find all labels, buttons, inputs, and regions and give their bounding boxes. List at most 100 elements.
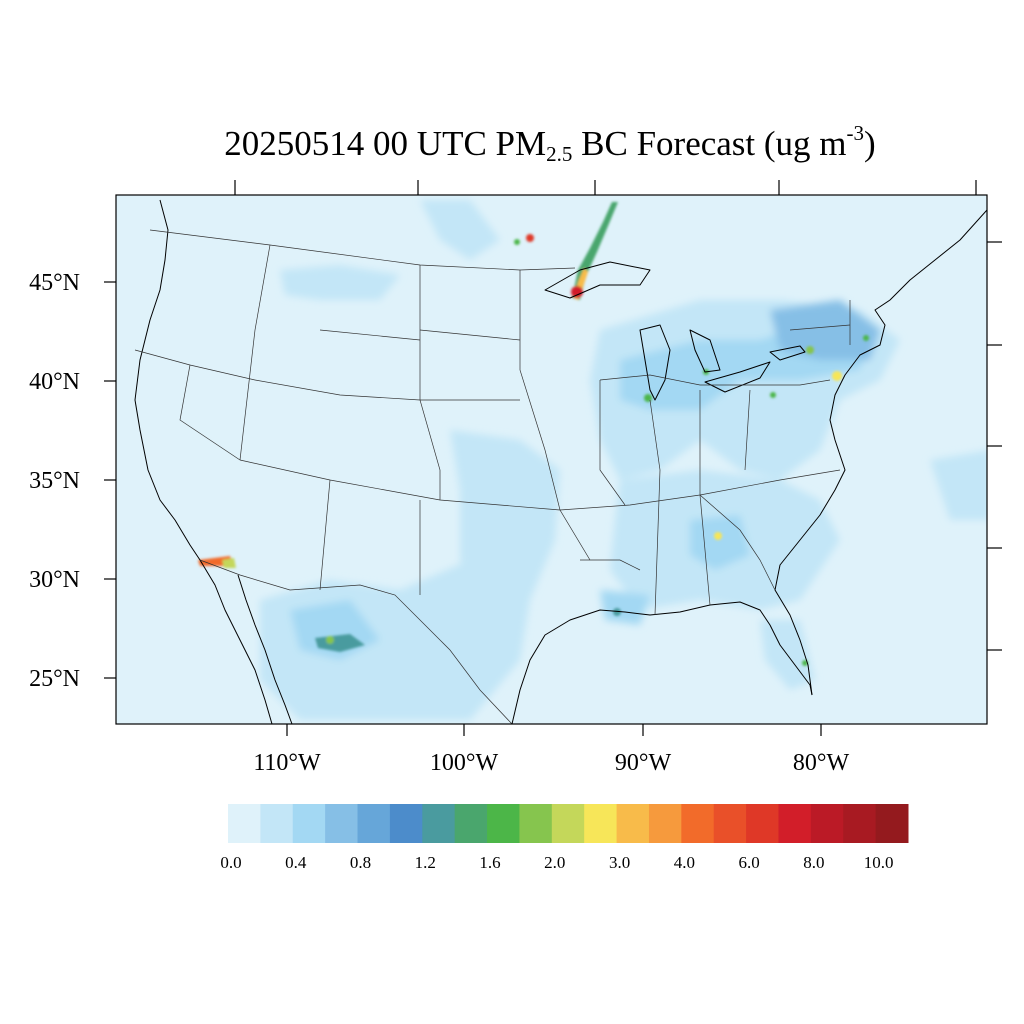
state-line-3	[179, 364, 241, 461]
state-line-7	[239, 459, 561, 511]
concentration-hotspots	[198, 202, 869, 666]
colorbar-swatch	[228, 804, 261, 843]
gulf-coastline	[511, 601, 813, 724]
title-species-subscript: 2.5	[546, 142, 573, 166]
state-line-5	[419, 265, 441, 500]
colorbar-swatch	[325, 804, 359, 843]
state-borders	[134, 229, 851, 724]
lon-label-100w: 100°W	[430, 750, 499, 776]
colorbar-tick-label: 3.0	[609, 853, 630, 872]
state-line-6	[519, 270, 591, 561]
atlantic-coastline	[774, 209, 987, 696]
field-montana	[280, 265, 400, 300]
lat-label-25n: 25°N	[29, 666, 80, 692]
lake-erie	[704, 361, 771, 393]
state-line-11	[319, 329, 421, 341]
colorbar-tick-label: 0.8	[350, 853, 371, 872]
concentration-blobs	[260, 200, 987, 720]
map-title: 20250514 00 UTC PM2.5 BC Forecast (ug m-…	[0, 121, 1024, 167]
state-line-4	[254, 379, 520, 401]
axis-ticks	[104, 180, 1002, 736]
map-border	[115, 194, 988, 725]
title-product: BC Forecast	[581, 124, 756, 163]
state-line-17	[599, 374, 831, 386]
lat-label-40n: 40°N	[29, 369, 80, 395]
field-mexico	[260, 560, 530, 720]
map-frame-group: 45°N 40°N 35°N 30°N 25°N 110°W 100°W 90°…	[29, 180, 1002, 776]
colorbar-swatch	[778, 804, 812, 843]
colorbar-tick-label: 10.0	[864, 853, 894, 872]
colorbar-tick-labels: 0.0 0.4 0.8 1.2 1.6 2.0 3.0 4.0 6.0 8.0 10.0	[220, 853, 893, 872]
field-lake-superior	[420, 200, 500, 260]
hotspot-chicago	[644, 394, 652, 402]
lon-label-110w: 110°W	[253, 750, 321, 776]
colorbar-swatch	[875, 804, 909, 843]
colorbar-swatch	[519, 804, 553, 843]
colorbar-swatch	[487, 804, 520, 843]
hotspot-southern-california-edge	[222, 558, 236, 568]
hotspot-upper-michigan	[571, 286, 583, 298]
colorbar-tick-label: 2.0	[544, 853, 565, 872]
field-atlantic	[930, 450, 987, 520]
title-units-superscript: -3	[846, 121, 865, 145]
hotspot-boston	[863, 335, 869, 341]
hotspot-lake-superior	[526, 234, 534, 242]
colorbar-tick-label: 1.2	[415, 853, 436, 872]
colorbar-swatch	[454, 804, 488, 843]
state-line-1	[239, 244, 271, 461]
lake-michigan	[639, 324, 671, 401]
colorbar-swatch	[422, 804, 456, 843]
colorbar-swatch	[681, 804, 715, 843]
state-line-20	[789, 324, 851, 331]
colorbar-swatch	[292, 804, 326, 843]
hotspot-new-york	[832, 371, 842, 381]
state-line-16	[744, 389, 751, 471]
colorbar-swatch	[810, 804, 844, 843]
lat-label-30n: 30°N	[29, 567, 80, 593]
state-line-14	[649, 399, 661, 616]
hotspot-atlanta	[714, 532, 722, 540]
colorbar-tick-label: 6.0	[738, 853, 759, 872]
colorbar-swatch	[584, 804, 618, 843]
longitude-labels: 110°W 100°W 90°W 80°W	[253, 750, 849, 776]
pacific-coastline	[134, 199, 273, 724]
field-georgia	[690, 515, 750, 570]
colorbar-swatch	[648, 804, 682, 843]
hotspot-northern-mexico-core	[326, 636, 334, 644]
colorbar-swatch	[843, 804, 877, 843]
lat-label-45n: 45°N	[29, 270, 80, 296]
colorbar-tick-label: 0.4	[285, 853, 307, 872]
coastlines	[134, 199, 987, 724]
hotspot-pittsburgh	[770, 392, 776, 398]
colorbar-swatch	[746, 804, 779, 843]
colorbar-swatch	[389, 804, 423, 843]
lon-label-80w: 80°W	[793, 750, 850, 776]
colorbar-swatch	[713, 804, 747, 843]
latitude-labels: 45°N 40°N 35°N 30°N 25°N	[29, 270, 80, 692]
lake-ontario	[769, 345, 806, 361]
colorbar-swatch	[357, 804, 391, 843]
field-gulf-coast	[600, 590, 650, 625]
state-line-13	[599, 380, 626, 506]
colorbar-tick-label: 1.6	[479, 853, 500, 872]
state-line-8	[319, 479, 331, 591]
colorbar-swatch	[260, 804, 294, 843]
colorbar-swatch	[616, 804, 650, 843]
title-hour: 00 UTC	[373, 124, 487, 163]
lat-label-35n: 35°N	[29, 468, 80, 494]
title-units-prefix: (ug m	[763, 124, 847, 163]
map-background	[116, 195, 987, 724]
colorbar	[228, 804, 909, 843]
hotspot-philadelphia	[806, 346, 814, 354]
title-units-suffix: )	[864, 124, 876, 163]
field-texas	[450, 430, 560, 610]
state-line-18	[699, 494, 776, 591]
hotspot-houston	[613, 608, 621, 616]
hotspot-lake-superior-2	[514, 239, 520, 245]
state-line-10	[419, 329, 521, 341]
state-line-19	[580, 559, 641, 571]
baja-coastline	[237, 574, 293, 724]
lon-label-90w: 90°W	[615, 750, 672, 776]
concentration-field	[134, 199, 987, 724]
